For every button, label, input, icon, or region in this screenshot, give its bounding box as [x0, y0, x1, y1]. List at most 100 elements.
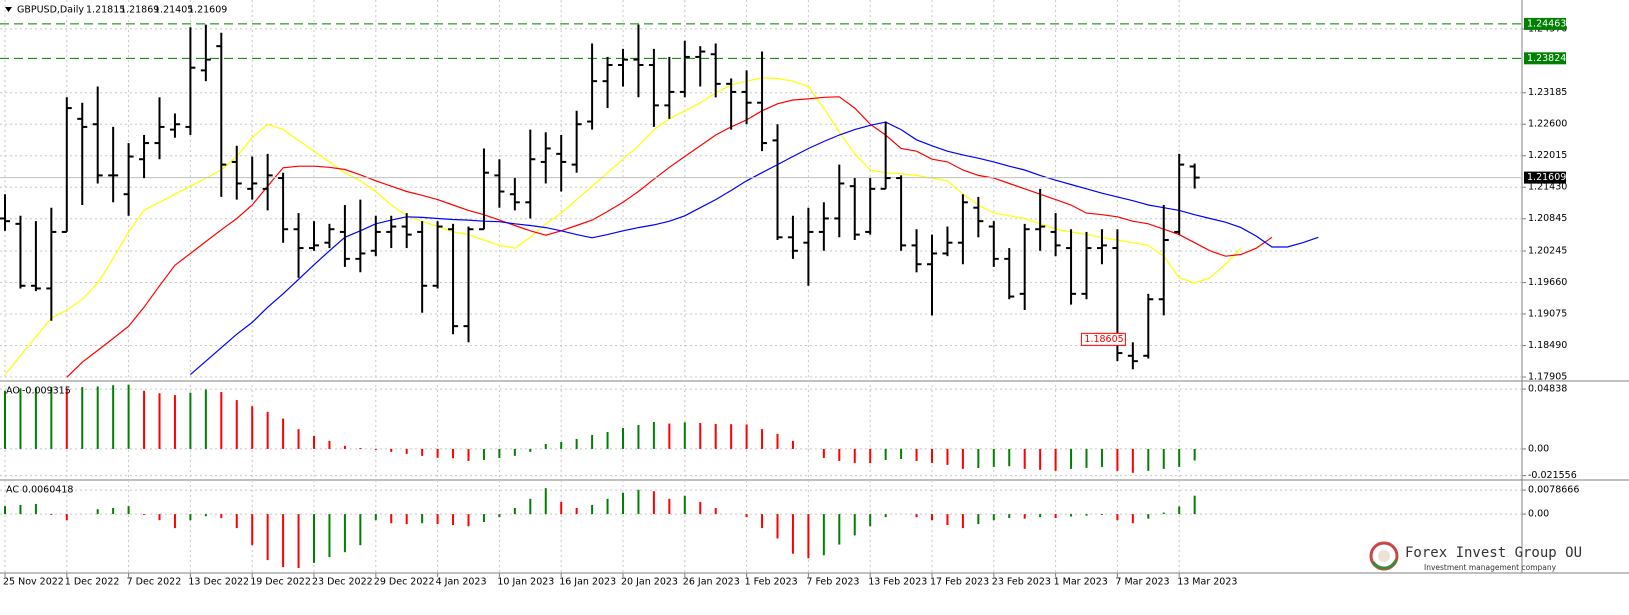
- ohlc-bar: [1035, 188, 1046, 251]
- ohlc-bar: [355, 199, 366, 273]
- ohlc-bar: [1158, 205, 1169, 316]
- y-tick-label: 1.22600: [1528, 119, 1567, 130]
- ohlc-bar: [15, 215, 26, 289]
- ohlc-bar: [834, 164, 845, 238]
- x-tick-label: 26 Jan 2023: [683, 577, 740, 588]
- symbol-label: GBPUSD,Daily: [17, 5, 84, 16]
- ohlc-bar: [77, 102, 88, 205]
- ohlc-bar: [339, 205, 350, 267]
- ohlc-bar: [509, 178, 520, 211]
- ohlc-bar: [957, 194, 968, 265]
- price-label-box: [1080, 332, 1126, 346]
- header-low: 1.21405: [154, 5, 193, 16]
- ohlc-bar: [988, 221, 999, 267]
- ohlc-bar: [324, 223, 335, 249]
- x-tick-label: 1 Feb 2023: [745, 577, 798, 588]
- ohlc-bar: [587, 43, 598, 130]
- ohlc-bar: [123, 143, 134, 216]
- ohlc-bar: [185, 27, 196, 135]
- x-tick-label: 17 Feb 2023: [930, 577, 989, 588]
- indicator-value: 0.0060418: [22, 485, 73, 496]
- ohlc-bar: [216, 32, 227, 197]
- y-tick-label: 1.18490: [1528, 340, 1567, 351]
- ohlc-bar: [648, 48, 659, 127]
- y-tick-label: -0.021556: [1528, 470, 1577, 481]
- ohlc-bar: [880, 121, 891, 190]
- ohlc-bar: [1019, 223, 1030, 310]
- grid: [0, 0, 1522, 573]
- current-price-label: 1.21609: [1527, 172, 1566, 183]
- ohlc-bar: [1081, 231, 1092, 300]
- y-tick-label: 0.04838: [1528, 384, 1567, 395]
- ohlc-bar: [741, 70, 752, 125]
- x-tick-label: 7 Feb 2023: [806, 577, 859, 588]
- y-tick-label: 0.00: [1528, 509, 1549, 520]
- ohlc-bar: [787, 215, 798, 259]
- ohlc-bar: [679, 40, 690, 98]
- level-label: 1.24463: [1527, 18, 1566, 29]
- ohlc-bar: [710, 43, 721, 98]
- ohlc-bar: [401, 213, 412, 249]
- header-open: 1.21815: [86, 5, 125, 16]
- y-tick-label: 1.20245: [1528, 246, 1567, 257]
- x-tick-label: 25 Nov 2022: [3, 577, 64, 588]
- logo-core: [1378, 550, 1390, 562]
- ohlc-bar: [618, 48, 628, 87]
- x-tick-label: 19 Dec 2022: [250, 577, 311, 588]
- y-tick-label: 1.23185: [1528, 87, 1567, 98]
- ohlc-bar: [633, 24, 644, 98]
- x-tick-label: 13 Mar 2023: [1177, 577, 1237, 588]
- ohlc-bar: [169, 113, 180, 138]
- x-tick-label: 1 Dec 2022: [65, 577, 120, 588]
- ohlc-bar: [1143, 293, 1154, 359]
- indicator-value: -0.009315: [22, 386, 71, 397]
- indicator-title: AC: [6, 485, 19, 496]
- ohlc-bar: [1096, 229, 1107, 265]
- ohlc-bar: [726, 78, 737, 130]
- ohlc-bar: [46, 207, 57, 321]
- ohlc-bar: [30, 221, 41, 292]
- ohlc-bar: [262, 153, 273, 211]
- level-label-box: [1524, 52, 1566, 65]
- level-label-box: [1524, 17, 1566, 30]
- ohlc-bar: [1174, 153, 1185, 235]
- logo: Forex Invest Group OU Investment managem…: [1369, 541, 1582, 572]
- ohlc-bar: [61, 97, 72, 233]
- x-tick-label: 7 Mar 2023: [1115, 577, 1169, 588]
- ohlc-bar: [1004, 248, 1015, 300]
- ohlc-bar: [664, 56, 675, 119]
- ohlc-bar: [973, 196, 984, 238]
- ohlc-bar: [911, 229, 922, 273]
- ohlc-bar: [818, 202, 829, 251]
- ohlc-bar: [803, 207, 814, 286]
- ohlc-bar: [386, 215, 397, 249]
- x-tick-label: 29 Dec 2022: [374, 577, 435, 588]
- ohlc-bar: [540, 132, 551, 184]
- logo-arc: [1371, 559, 1398, 570]
- logo-tagline: Investment management company: [1424, 563, 1557, 572]
- price-label: 1.18605: [1084, 334, 1123, 345]
- ohlc-bar: [200, 24, 211, 82]
- ohlc-bar: [247, 156, 258, 200]
- ohlc-bar: [278, 172, 289, 243]
- y-tick-label: 1.17905: [1528, 372, 1567, 383]
- ohlc-bar: [92, 86, 103, 184]
- ohlc-bar: [865, 178, 876, 235]
- level-label: 1.23824: [1527, 53, 1566, 64]
- ohlc-bar: [432, 221, 443, 289]
- ohlc-bar: [370, 215, 381, 257]
- ohlc-bar: [757, 51, 768, 152]
- ohlc-bar: [1066, 229, 1077, 305]
- menu-arrow[interactable]: [5, 7, 12, 12]
- current-price-box: [1524, 171, 1566, 184]
- y-tick-label: 1.19660: [1528, 277, 1567, 288]
- x-tick-label: 1 Mar 2023: [1054, 577, 1108, 588]
- y-tick-label: 0.00: [1528, 443, 1549, 454]
- x-tick-label: 23 Dec 2022: [312, 577, 373, 588]
- y-tick-label: 1.19075: [1528, 309, 1567, 320]
- ohlc-bar: [494, 159, 505, 208]
- ohlc-bar: [942, 226, 953, 257]
- ohlc-bar: [0, 194, 10, 231]
